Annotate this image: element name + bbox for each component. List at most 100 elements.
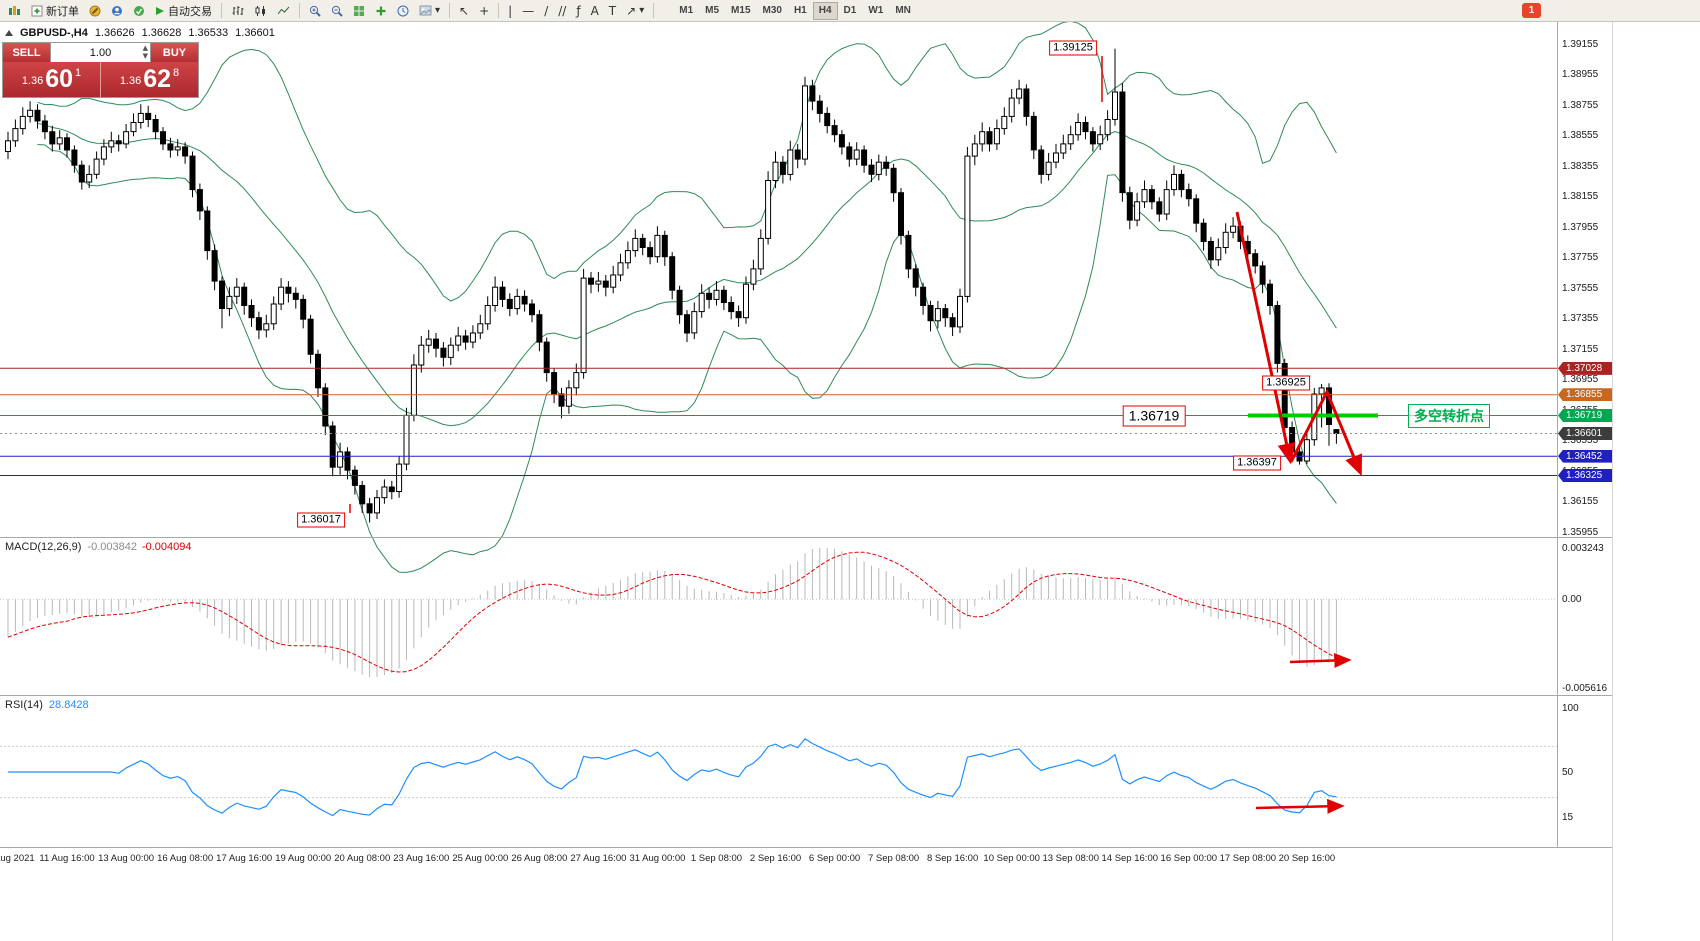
stepper-down-icon[interactable]: ▼ <box>142 52 148 60</box>
price-axis-label: 1.38755 <box>1562 99 1599 111</box>
line-chart-mode-button[interactable] <box>273 1 294 20</box>
channel-tool-button[interactable]: // <box>554 1 570 20</box>
cursor-tool-button[interactable]: ↖ <box>455 1 473 20</box>
rsi-line <box>8 738 1337 817</box>
price-tag: 1.37028 <box>1558 361 1612 375</box>
time-axis-label: 8 Sep 16:00 <box>927 853 979 864</box>
price-axis-label: 1.37155 <box>1562 343 1599 355</box>
time-axis-label: 14 Sep 16:00 <box>1101 853 1159 864</box>
time-axis-label: 13 Sep 08:00 <box>1042 853 1099 864</box>
indicators-button[interactable] <box>371 1 391 20</box>
price-axis[interactable]: 1.39155 1.38955 1.38755 1.38555 1.38355 1.381… <box>1558 0 1612 941</box>
indicator-arrow[interactable] <box>1255 798 1345 814</box>
arrows-tool-button[interactable]: ↗ ▾ <box>622 1 648 20</box>
price-callout[interactable]: 1.36719 <box>1122 405 1186 427</box>
bar-open-value: 1.36626 <box>94 27 135 39</box>
rsi-axis-label: 100 <box>1562 703 1579 714</box>
play-icon <box>156 6 164 15</box>
zoom-out-button[interactable] <box>327 1 347 20</box>
timeframe-h4[interactable]: H4 <box>812 1 838 20</box>
new-chart-button[interactable] <box>4 1 25 20</box>
time-axis-label: 20 Aug 08:00 <box>334 853 391 864</box>
candlestick-series <box>5 48 1340 523</box>
text-label-tool-button[interactable]: T <box>605 1 620 20</box>
time-axis-label: 10 Sep 00:00 <box>983 853 1040 864</box>
fibonacci-icon: ƒ <box>576 3 581 18</box>
indicator-arrow[interactable] <box>1289 652 1352 668</box>
timeframe-m30[interactable]: M30 <box>757 2 788 20</box>
macd-signal-value: -0.004094 <box>141 541 192 553</box>
community-button[interactable] <box>107 1 127 20</box>
timeframe-m5[interactable]: M5 <box>699 2 725 20</box>
timeframe-w1[interactable]: W1 <box>862 2 889 20</box>
time-axis-label: 10 Aug 2021 <box>0 853 35 864</box>
volume-stepper[interactable]: ▲ ▼ <box>143 44 148 60</box>
trend-arrow[interactable] <box>1289 388 1363 477</box>
buy-button[interactable]: BUY <box>151 43 198 62</box>
price-tag: 1.36719 <box>1558 408 1612 422</box>
price-axis-label: 1.36955 <box>1562 374 1599 386</box>
fibonacci-tool-button[interactable]: ƒ <box>572 1 584 20</box>
template-icon <box>419 5 432 16</box>
crosshair-tool-button[interactable]: + <box>475 1 493 20</box>
auto-trading-label: 自动交易 <box>168 5 212 18</box>
text-tool-button[interactable]: A <box>587 1 603 20</box>
timeframe-m1[interactable]: M1 <box>673 2 699 20</box>
sell-button[interactable]: SELL <box>3 43 50 62</box>
new-chart-icon <box>9 5 20 15</box>
price-callout[interactable]: 1.39125 <box>1049 40 1097 56</box>
trendline-tool-button[interactable]: / <box>540 1 552 20</box>
horizontal-line-tool-button[interactable]: — <box>518 1 538 20</box>
dropdown-caret-icon: ▾ <box>639 4 645 16</box>
time-axis-label: 17 Aug 16:00 <box>216 853 273 864</box>
time-axis-label: 31 Aug 00:00 <box>629 853 686 864</box>
toolbar-separator <box>498 3 500 18</box>
price-tag: 1.36325 <box>1558 469 1612 483</box>
templates-button[interactable]: ▾ <box>415 1 444 20</box>
price-axis-label: 1.38355 <box>1562 160 1599 172</box>
timeframe-h1[interactable]: H1 <box>788 2 813 20</box>
new-order-label: 新订单 <box>46 5 79 18</box>
price-callout[interactable]: 1.36397 <box>1233 455 1281 471</box>
mql5-compass-button[interactable] <box>85 1 105 20</box>
vertical-line-tool-button[interactable]: | <box>504 1 516 20</box>
buy-price-pip: 8 <box>173 67 180 79</box>
auto-trading-button[interactable]: 自动交易 <box>151 1 216 20</box>
macd-main-value: -0.003842 <box>87 541 137 553</box>
crosshair-icon: + <box>479 3 490 18</box>
bar-chart-mode-button[interactable] <box>227 1 248 20</box>
time-axis-label: 17 Sep 08:00 <box>1219 853 1277 864</box>
market-button[interactable] <box>129 1 149 20</box>
time-axis-label: 25 Aug 00:00 <box>452 853 509 864</box>
stepper-up-icon[interactable]: ▲ <box>142 44 148 52</box>
time-axis-label: 1 Sep 08:00 <box>690 853 743 864</box>
notification-badge[interactable]: 1 <box>1522 3 1541 18</box>
vertical-line-icon: | <box>508 3 513 18</box>
rsi-value: 28.8428 <box>48 699 89 711</box>
text-tool-icon: A <box>590 3 599 18</box>
time-axis-label: 20 Sep 16:00 <box>1278 853 1336 864</box>
period-clock-button[interactable] <box>393 1 413 20</box>
volume-value: 1.00 <box>89 46 112 59</box>
timeframe-d1[interactable]: D1 <box>838 2 863 20</box>
sell-price-button[interactable]: 1.36 60 1 <box>3 62 100 97</box>
turning-point-note[interactable]: 多空转折点 <box>1408 404 1490 428</box>
price-callout[interactable]: 1.36925 <box>1262 375 1310 391</box>
candle-chart-mode-button[interactable] <box>250 1 271 20</box>
trend-arrow[interactable] <box>1235 211 1296 465</box>
volume-field[interactable]: 1.00 ▲ ▼ <box>50 43 151 62</box>
price-tag: 1.36855 <box>1558 388 1612 402</box>
buy-price-button[interactable]: 1.36 62 8 <box>100 62 198 97</box>
trendline-icon: / <box>544 3 549 18</box>
zoom-in-button[interactable] <box>305 1 325 20</box>
tile-windows-button[interactable] <box>349 1 369 20</box>
candle-chart-icon <box>255 5 265 16</box>
one-click-collapse-icon[interactable] <box>5 30 13 36</box>
timeframe-mn[interactable]: MN <box>889 2 917 20</box>
sell-price-small: 1.36 <box>21 75 44 87</box>
timeframe-m15[interactable]: M15 <box>725 2 756 20</box>
new-order-button[interactable]: 新订单 <box>27 1 83 20</box>
price-callout[interactable]: 1.36017 <box>297 512 345 528</box>
